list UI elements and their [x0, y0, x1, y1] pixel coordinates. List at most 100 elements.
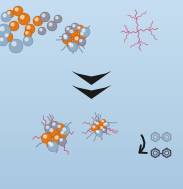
Circle shape	[78, 38, 86, 46]
Circle shape	[24, 30, 32, 38]
Circle shape	[56, 123, 64, 132]
Bar	[0, 116, 183, 120]
Circle shape	[58, 137, 67, 146]
Circle shape	[56, 17, 58, 19]
FancyArrowPatch shape	[139, 135, 147, 153]
Circle shape	[61, 131, 63, 134]
Bar	[0, 59, 183, 63]
Bar	[0, 125, 183, 129]
Bar	[0, 84, 183, 88]
Circle shape	[46, 126, 49, 129]
Bar	[0, 122, 183, 126]
Circle shape	[0, 36, 8, 46]
Circle shape	[44, 124, 53, 133]
Circle shape	[96, 129, 102, 136]
Bar	[0, 179, 183, 183]
Bar	[0, 151, 183, 154]
Bar	[0, 9, 183, 13]
Circle shape	[50, 129, 53, 132]
Circle shape	[95, 129, 100, 135]
Circle shape	[0, 24, 11, 38]
Bar	[0, 148, 183, 151]
Circle shape	[27, 26, 30, 29]
Circle shape	[41, 133, 52, 143]
Circle shape	[55, 136, 58, 139]
Circle shape	[97, 131, 99, 133]
Bar	[0, 154, 183, 157]
Circle shape	[8, 12, 10, 14]
Circle shape	[58, 125, 60, 127]
Circle shape	[5, 34, 8, 37]
Circle shape	[67, 28, 69, 30]
Circle shape	[76, 25, 84, 33]
Circle shape	[103, 129, 104, 130]
Bar	[0, 88, 183, 91]
Bar	[0, 53, 183, 57]
Circle shape	[68, 42, 78, 52]
Circle shape	[64, 35, 66, 37]
Circle shape	[94, 121, 96, 123]
Circle shape	[70, 44, 73, 47]
Circle shape	[47, 21, 57, 31]
Circle shape	[69, 43, 71, 45]
Circle shape	[40, 29, 42, 31]
Bar	[0, 63, 183, 66]
Circle shape	[62, 34, 72, 44]
Circle shape	[95, 121, 102, 128]
Bar	[0, 107, 183, 110]
Circle shape	[44, 135, 47, 138]
Circle shape	[102, 123, 108, 128]
Bar	[0, 28, 183, 32]
Circle shape	[96, 122, 98, 124]
Bar	[0, 91, 183, 94]
Circle shape	[68, 28, 78, 38]
Bar	[0, 75, 183, 79]
Bar	[0, 12, 183, 16]
Circle shape	[3, 32, 13, 42]
Circle shape	[42, 14, 45, 17]
Circle shape	[102, 128, 107, 133]
Circle shape	[61, 127, 70, 135]
Circle shape	[78, 27, 80, 29]
Bar	[0, 129, 183, 132]
Bar	[0, 56, 183, 60]
Bar	[0, 157, 183, 161]
Circle shape	[105, 123, 107, 124]
Bar	[0, 110, 183, 113]
Bar	[0, 34, 183, 38]
Circle shape	[0, 38, 3, 41]
Bar	[0, 15, 183, 19]
Bar	[0, 167, 183, 170]
Circle shape	[73, 25, 75, 27]
Bar	[0, 94, 183, 98]
Circle shape	[35, 18, 38, 21]
Circle shape	[99, 125, 106, 132]
Circle shape	[80, 40, 82, 42]
Circle shape	[96, 131, 98, 132]
Circle shape	[12, 42, 16, 46]
Bar	[0, 97, 183, 101]
Circle shape	[38, 27, 46, 35]
Bar	[0, 135, 183, 139]
Circle shape	[93, 120, 98, 125]
Circle shape	[21, 15, 24, 19]
Bar	[0, 22, 183, 25]
Circle shape	[33, 16, 43, 26]
Bar	[0, 113, 183, 117]
Circle shape	[104, 122, 109, 127]
Bar	[0, 132, 183, 136]
Circle shape	[9, 39, 23, 53]
Bar	[0, 31, 183, 35]
Circle shape	[64, 36, 67, 39]
Circle shape	[15, 8, 18, 11]
Bar	[0, 0, 183, 3]
Bar	[0, 160, 183, 164]
Circle shape	[11, 23, 14, 26]
Circle shape	[6, 10, 14, 18]
Bar	[0, 119, 183, 123]
Circle shape	[3, 14, 6, 17]
Circle shape	[40, 12, 50, 22]
Circle shape	[71, 23, 79, 31]
Bar	[0, 103, 183, 107]
Bar	[0, 173, 183, 176]
